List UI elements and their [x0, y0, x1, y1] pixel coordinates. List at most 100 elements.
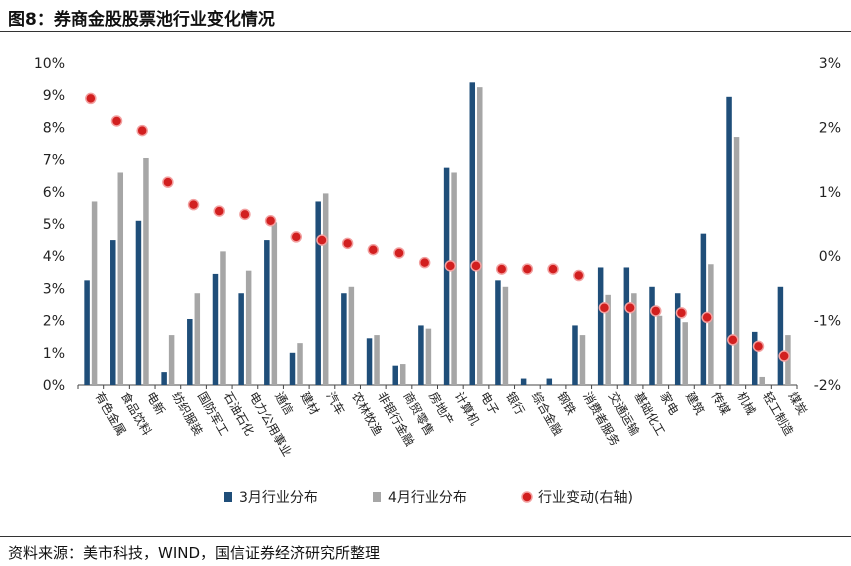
y-left-tick-label: 1% [43, 346, 65, 362]
source-note: 资料来源：美市科技，WIND，国信证券经济研究所整理 [8, 544, 381, 562]
bar-april [708, 264, 714, 385]
change-dot [444, 260, 457, 272]
legend-swatch-april [373, 492, 381, 502]
bar-march [289, 352, 296, 385]
change-dot [547, 263, 559, 275]
bar-april [374, 335, 380, 385]
category-label: 建筑 [683, 389, 708, 417]
industry-change-chart: 0% 1% 2% 3% 4% 5% 6% 7% 8% 9% 10% -2% -1% 0% 1% 2% 3% 有色… [34, 56, 841, 506]
y-left-tick-label: 9% [43, 88, 65, 104]
bar-april [322, 193, 329, 385]
bar-april [451, 172, 457, 385]
y-left-tick-label: 6% [43, 185, 65, 201]
change-dot [110, 115, 123, 127]
bar-april [220, 251, 226, 385]
bar-april [297, 343, 303, 385]
change-dot [624, 301, 636, 314]
change-dot [495, 263, 508, 275]
bar-april [477, 87, 483, 386]
y-right-tick-label: -1% [814, 314, 841, 330]
y-right-tick-label: 2% [819, 120, 841, 136]
change-dot [778, 350, 790, 362]
category-label: 家电 [657, 389, 682, 417]
change-dot [264, 215, 277, 227]
category-label: 建材 [298, 390, 322, 418]
bar-april [759, 376, 765, 385]
bar-march [623, 267, 630, 385]
change-dot [213, 205, 225, 217]
change-dots [85, 92, 790, 362]
category-label: 银行 [503, 390, 527, 418]
bar-march [520, 378, 527, 385]
bar-april [117, 172, 124, 385]
y-right-tick-label: 1% [819, 185, 841, 201]
bar-march [315, 201, 321, 385]
legend-dot-change [521, 491, 533, 503]
category-label: 通信 [272, 390, 296, 418]
y-left-tick-label: 3% [43, 281, 65, 297]
legend-label-change: 行业变动(右轴) [538, 490, 633, 506]
bar-april [245, 270, 252, 385]
change-dot [367, 244, 380, 256]
category-label: 计算机 [452, 389, 483, 428]
bar-march [187, 318, 193, 385]
bar-april [656, 315, 663, 385]
legend-label-april: 4月行业分布 [388, 490, 467, 506]
bar-march [751, 331, 758, 385]
change-dot [727, 334, 739, 346]
bottom-divider [0, 536, 851, 537]
y-left-tick-label: 5% [43, 217, 65, 233]
category-label: 电新 [144, 389, 169, 417]
bar-march [135, 220, 142, 385]
bar-march [597, 267, 604, 385]
bar-march [726, 96, 732, 385]
axes: 0% 1% 2% 3% 4% 5% 6% 7% 8% 9% 10% -2% -1% 0% 1% 2% 3% [34, 56, 841, 394]
category-label: 机械 [734, 389, 759, 417]
change-dot [521, 263, 534, 275]
bar-march [572, 325, 578, 385]
bar-april [733, 137, 740, 385]
change-dot [290, 231, 303, 243]
y-right-tick-label: 3% [819, 56, 841, 72]
change-dot [418, 256, 431, 269]
bar-march [212, 273, 219, 385]
legend-swatch-march [224, 492, 232, 502]
change-dot [393, 247, 405, 259]
change-dot [470, 260, 482, 272]
bar-march [649, 286, 655, 385]
bar-april [399, 364, 406, 385]
change-dot [85, 92, 97, 105]
bar-april [271, 222, 278, 385]
bar-march [777, 286, 784, 385]
bar-april [168, 335, 175, 385]
bar-april [502, 286, 509, 385]
bar-april [91, 201, 98, 385]
y-left-tick-label: 2% [43, 314, 65, 330]
bar-march [392, 365, 398, 385]
bar-march [366, 338, 373, 385]
change-dot [572, 269, 585, 282]
bar-march [341, 293, 347, 385]
bar-series [84, 82, 791, 386]
category-label: 煤炭 [786, 390, 810, 418]
category-label: 传媒 [709, 389, 734, 417]
y-left-tick-label: 10% [34, 56, 65, 72]
bar-april [348, 286, 355, 385]
bar-march [469, 82, 476, 385]
y-right-tick-label: -2% [814, 378, 841, 394]
bar-april [194, 293, 201, 385]
bar-march [161, 372, 167, 385]
bar-april [631, 293, 637, 385]
bar-april [425, 328, 432, 385]
bar-april [143, 157, 149, 385]
change-dot [701, 311, 713, 324]
change-dot [239, 208, 251, 221]
bar-march [495, 280, 501, 385]
bar-march [264, 240, 270, 385]
change-dot [752, 340, 765, 353]
bar-march [700, 233, 707, 385]
legend: 3月行业分布 4月行业分布 行业变动(右轴) [224, 490, 633, 506]
change-dot [136, 124, 148, 137]
y-left-tick-label: 8% [43, 120, 65, 136]
